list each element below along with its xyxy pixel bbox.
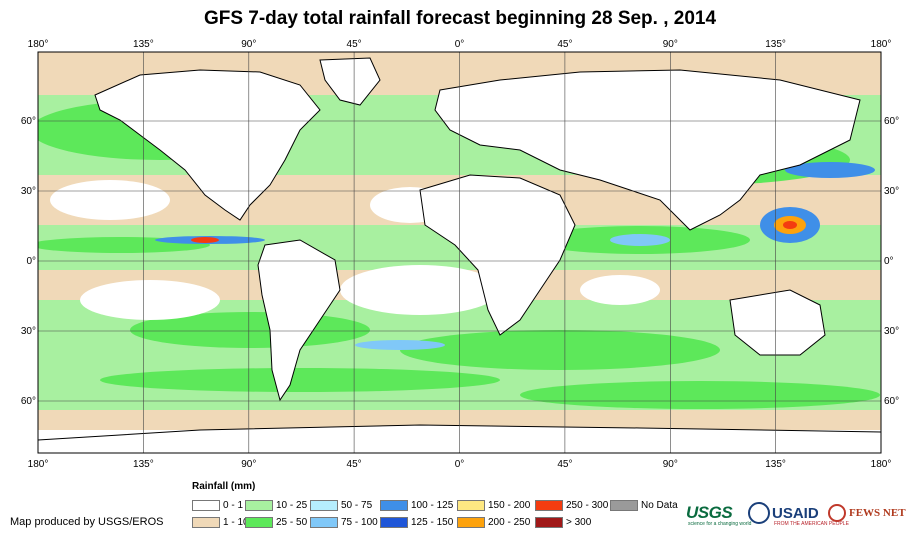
- lon-tick: 45°: [557, 39, 572, 50]
- legend-label: No Data: [641, 500, 678, 511]
- rainfall-map: 180° 135° 90° 45° 0° 45° 90° 135° 180° 1…: [21, 39, 899, 470]
- australia: [729, 289, 826, 356]
- map-frame: [37, 51, 882, 454]
- usgs-tagline: science for a changing world: [688, 521, 752, 527]
- legend-swatch: [457, 500, 485, 511]
- legend-swatch: [245, 517, 273, 528]
- usgs-wordmark: USGS: [686, 503, 733, 522]
- lon-tick: 45°: [347, 39, 362, 50]
- legend-label: 125 - 150: [411, 517, 454, 528]
- legend-label: 10 - 25: [276, 500, 308, 511]
- legend-label: 25 - 50: [276, 517, 308, 528]
- lon-tick: 0°: [455, 459, 465, 470]
- lat-tick: 0°: [26, 256, 36, 267]
- map-title: GFS 7-day total rainfall forecast beginn…: [203, 8, 717, 29]
- fews-wordmark: FEWS NET: [849, 507, 906, 519]
- usaid-logo: USAID FROM THE AMERICAN PEOPLE: [772, 500, 849, 528]
- legend-label: 150 - 200: [488, 500, 531, 511]
- legend-label: 75 - 100: [341, 517, 378, 528]
- lon-tick: 0°: [455, 39, 465, 50]
- usaid-tagline: FROM THE AMERICAN PEOPLE: [774, 521, 849, 527]
- legend-label: 50 - 75: [341, 500, 373, 511]
- lon-tick: 180°: [28, 459, 49, 470]
- lon-tick: 180°: [871, 39, 892, 50]
- legend-swatch: [310, 517, 338, 528]
- north-america: [94, 69, 321, 221]
- lat-tick: 60°: [21, 396, 36, 407]
- africa: [419, 174, 576, 336]
- usgs-logo: USGS science for a changing world: [686, 500, 751, 527]
- legend-swatch: [192, 517, 220, 528]
- greenland: [319, 57, 381, 106]
- legend-title: Rainfall (mm): [192, 481, 256, 492]
- lat-tick: 30°: [884, 326, 899, 337]
- lat-tick: 60°: [884, 396, 899, 407]
- lon-tick: 90°: [241, 459, 256, 470]
- legend-swatch: [380, 517, 408, 528]
- legend-label: > 300: [566, 517, 592, 528]
- legend-swatch: [610, 500, 638, 511]
- lat-ticks-right: 60° 30° 0° 30° 60°: [884, 116, 899, 407]
- usaid-seal-icon: [748, 502, 770, 524]
- legend-swatch: [192, 500, 220, 511]
- legend-swatch: [310, 500, 338, 511]
- legend-label: 250 - 300: [566, 500, 609, 511]
- legend-swatch: [457, 517, 485, 528]
- legend-swatch: [245, 500, 273, 511]
- lon-tick: 180°: [871, 459, 892, 470]
- legend-label: 0 - 1: [223, 500, 244, 511]
- lon-ticks-top: 180° 135° 90° 45° 0° 45° 90° 135° 180°: [28, 39, 892, 50]
- lon-tick: 90°: [241, 39, 256, 50]
- heavy-rain-spots: [155, 162, 875, 350]
- lon-tick: 90°: [663, 39, 678, 50]
- legend-swatch: [535, 500, 563, 511]
- lon-tick: 135°: [765, 39, 786, 50]
- legend-swatch: [380, 500, 408, 511]
- lat-tick: 30°: [884, 186, 899, 197]
- lon-tick: 135°: [133, 39, 154, 50]
- fews-net-logo: FEWS NET: [828, 500, 912, 526]
- usaid-wordmark: USAID: [772, 504, 819, 522]
- lat-ticks-left: 60° 30° 0° 30° 60°: [21, 116, 36, 407]
- lat-tick: 60°: [21, 116, 36, 127]
- lon-ticks-bottom: 180° 135° 90° 45° 0° 45° 90° 135° 180°: [28, 459, 892, 470]
- legend-label: 200 - 250: [488, 517, 531, 528]
- lat-tick: 30°: [21, 186, 36, 197]
- lat-tick: 60°: [884, 116, 899, 127]
- south-america: [257, 239, 341, 402]
- legend-swatch: [535, 517, 563, 528]
- graticule: [38, 52, 881, 453]
- lon-tick: 45°: [557, 459, 572, 470]
- lon-tick: 180°: [28, 39, 49, 50]
- lon-tick: 135°: [765, 459, 786, 470]
- lon-tick: 45°: [347, 459, 362, 470]
- legend-label: 1 - 10: [223, 517, 249, 528]
- legend-label: 100 - 125: [411, 500, 454, 511]
- lon-tick: 135°: [133, 459, 154, 470]
- fews-globe-icon: [828, 504, 846, 522]
- eurasia: [434, 69, 861, 231]
- lat-tick: 30°: [21, 326, 36, 337]
- map-credit: Map produced by USGS/EROS: [10, 516, 164, 528]
- lat-tick: 0°: [884, 256, 894, 267]
- lon-tick: 90°: [663, 459, 678, 470]
